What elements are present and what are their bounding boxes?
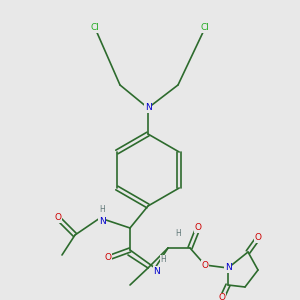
Text: O: O [55,214,62,223]
Text: O: O [254,233,262,242]
Text: O: O [194,224,202,232]
Text: H: H [99,206,105,214]
Text: H: H [175,229,181,238]
Text: H: H [160,256,166,265]
Text: N: N [145,103,152,112]
Text: Cl: Cl [201,23,209,32]
Text: N: N [99,217,105,226]
Text: O: O [202,260,208,269]
Text: O: O [218,293,226,300]
Text: Cl: Cl [91,23,99,32]
Text: N: N [225,263,231,272]
Text: O: O [104,254,112,262]
Text: N: N [154,266,160,275]
